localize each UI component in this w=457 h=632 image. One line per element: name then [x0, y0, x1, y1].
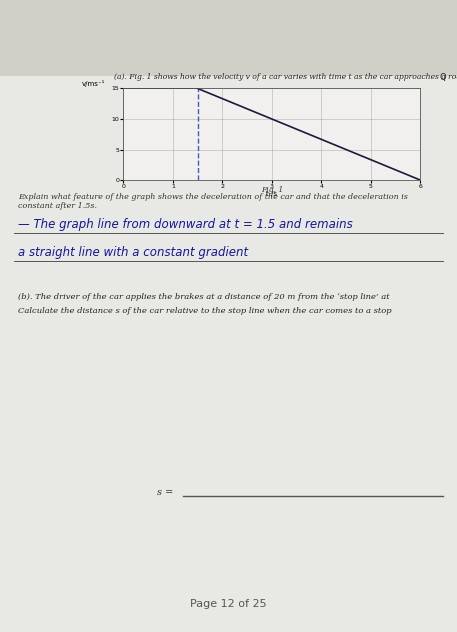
Text: Page 12 of 25: Page 12 of 25	[190, 599, 267, 609]
Bar	[338, 0, 457, 66]
Bar	[0, 73, 457, 632]
Text: s =: s =	[157, 489, 174, 497]
Text: Q: Q	[440, 73, 446, 82]
X-axis label: t /s: t /s	[266, 191, 277, 197]
Polygon shape	[0, 0, 457, 73]
Text: — The graph line from downward at t = 1.5 and remains: — The graph line from downward at t = 1.…	[18, 218, 353, 231]
Text: (a). Fig. 1 shows how the velocity v of a car varies with time t as the car appr: (a). Fig. 1 shows how the velocity v of …	[114, 73, 457, 81]
Polygon shape	[0, 0, 457, 76]
Text: Fig. 1: Fig. 1	[261, 186, 283, 195]
Text: (b). The driver of the car applies the brakes at a distance of 20 m from the ‘st: (b). The driver of the car applies the b…	[18, 293, 390, 301]
Polygon shape	[0, 0, 37, 114]
Text: a straight line with a constant gradient: a straight line with a constant gradient	[18, 246, 249, 259]
Y-axis label: v/ms⁻¹: v/ms⁻¹	[82, 80, 106, 87]
Text: Calculate the distance s of the car relative to the stop line when the car comes: Calculate the distance s of the car rela…	[18, 307, 392, 315]
Ellipse shape	[133, 13, 187, 57]
Text: Explain what feature of the graph shows the deceleration of the car and that the: Explain what feature of the graph shows …	[18, 193, 408, 210]
